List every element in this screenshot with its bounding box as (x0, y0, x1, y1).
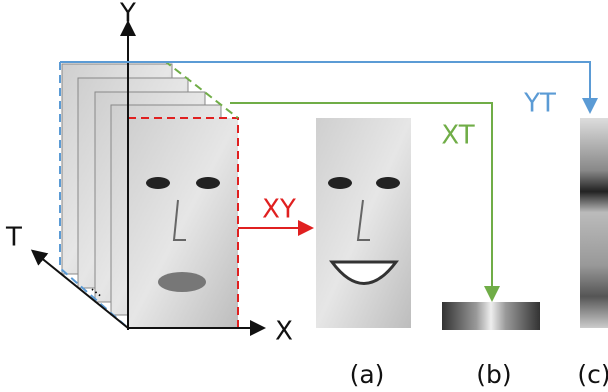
xy-image (316, 118, 411, 328)
t-label: T (5, 223, 22, 253)
front-frame (128, 118, 238, 328)
yt-label: YT (523, 89, 556, 119)
yt-image (580, 118, 608, 328)
panel-label: (b) (476, 360, 511, 389)
y-label: Y (119, 0, 136, 29)
figure: Y X T ... XY XT YT (a) (b) (c) (0, 0, 608, 392)
xy-label: XY (262, 195, 296, 225)
panel-label: (c) (577, 360, 608, 389)
frame-stack (60, 62, 238, 328)
panel-label: (a) (350, 360, 385, 389)
x-label: X (275, 317, 293, 347)
xt-image (442, 302, 540, 330)
page: {"axes": {"y": "Y", "x": "X", "t": "T", … (0, 0, 608, 392)
xt-label: XT (441, 121, 474, 151)
